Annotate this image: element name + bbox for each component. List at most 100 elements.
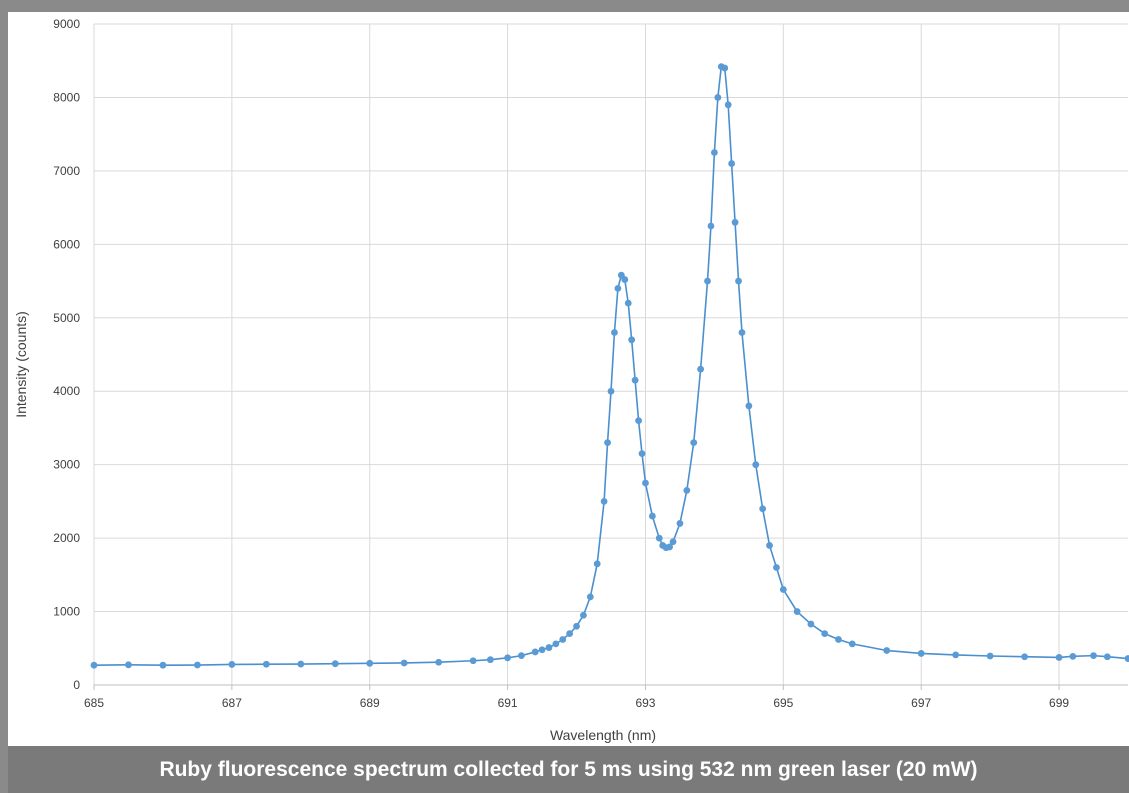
data-point (745, 402, 753, 410)
data-point (759, 505, 767, 513)
x-tick-label: 689 (360, 696, 380, 710)
data-point (600, 497, 608, 505)
y-tick-label: 8000 (53, 90, 80, 104)
y-tick-label: 0 (73, 678, 80, 692)
data-point (721, 64, 729, 72)
x-axis-title: Wavelength (nm) (550, 727, 656, 743)
data-point (735, 277, 742, 285)
data-point (655, 534, 663, 542)
data-point (1103, 653, 1111, 661)
data-point (621, 276, 629, 283)
data-point (690, 439, 698, 447)
data-point (793, 608, 801, 615)
y-axis-title: Intensity (counts) (13, 311, 29, 418)
data-point (986, 652, 994, 660)
data-point (1090, 652, 1097, 660)
data-point (604, 439, 611, 447)
data-point (504, 654, 511, 662)
x-tick-label: 699 (1049, 696, 1069, 710)
data-point (1021, 653, 1028, 661)
data-point (580, 611, 587, 619)
data-point (486, 656, 494, 664)
caption-bar: Ruby fluorescence spectrum collected for… (8, 746, 1129, 793)
data-point (624, 299, 632, 307)
chart-panel: 685 687 689 691 693 695 697 699 0 1000 2000 3000 400… (8, 12, 1129, 746)
data-point (728, 160, 736, 167)
data-point (573, 622, 580, 630)
data-point (683, 486, 691, 494)
y-tick-label: 5000 (53, 311, 80, 325)
data-point (704, 277, 711, 285)
data-point (648, 512, 656, 520)
data-point (738, 329, 746, 336)
data-point (628, 336, 636, 344)
x-tick-label: 693 (635, 696, 655, 710)
data-point (848, 640, 856, 648)
data-point (779, 586, 787, 593)
x-tick-label: 685 (84, 696, 104, 710)
x-tick-label: 687 (222, 696, 242, 710)
data-point (593, 560, 601, 568)
data-point (807, 620, 815, 628)
data-point (821, 630, 829, 637)
data-point (676, 520, 684, 527)
data-point (835, 636, 842, 643)
data-point (90, 661, 98, 669)
data-point (917, 650, 925, 657)
y-tick-label: 1000 (53, 605, 80, 619)
data-point (566, 630, 574, 637)
data-point (666, 543, 673, 551)
data-point (469, 657, 477, 665)
data-point (159, 661, 167, 669)
data-point (517, 652, 525, 660)
series-line (93, 65, 1129, 666)
data-point (635, 417, 642, 424)
data-point (614, 285, 622, 292)
data-point (559, 636, 567, 643)
data-point (752, 461, 760, 469)
data-point (611, 329, 618, 336)
data-point (631, 376, 639, 384)
data-point (297, 660, 305, 668)
data-point (331, 660, 339, 668)
x-tick-label: 697 (911, 696, 931, 710)
data-point (262, 660, 270, 668)
data-point (545, 644, 553, 651)
data-point (552, 640, 560, 648)
data-point (724, 101, 732, 109)
y-tick-label: 2000 (53, 531, 80, 545)
grid-lines (93, 23, 1128, 685)
series-markers (90, 63, 1129, 669)
y-tick-label: 3000 (53, 458, 80, 472)
y-tick-label: 9000 (53, 17, 80, 31)
data-point (531, 648, 539, 656)
data-point (228, 661, 236, 668)
data-point (669, 538, 677, 546)
data-point (538, 646, 546, 654)
axes (93, 684, 1128, 690)
data-point (638, 450, 646, 458)
data-point (1124, 655, 1129, 662)
data-point (707, 222, 715, 230)
data-point (366, 659, 374, 667)
y-tick-label: 4000 (53, 384, 80, 398)
chart-plot: 685 687 689 691 693 695 697 699 0 1000 2000 3000 400… (13, 17, 1129, 743)
x-tick-label: 691 (498, 696, 518, 710)
data-point (773, 564, 780, 571)
data-point (731, 218, 739, 226)
y-tick-label: 7000 (53, 164, 80, 178)
data-point (642, 479, 649, 487)
data-point (586, 593, 594, 601)
data-point (883, 647, 891, 654)
data-point (697, 365, 705, 373)
data-point (711, 149, 718, 156)
data-point (1069, 652, 1077, 660)
data-point (607, 387, 615, 395)
data-point (952, 651, 960, 659)
x-tick-label: 695 (773, 696, 793, 710)
data-point (435, 658, 443, 666)
data-point (766, 542, 773, 549)
figure-caption: Ruby fluorescence spectrum collected for… (159, 757, 978, 781)
data-point (714, 94, 722, 101)
tick-labels: 685 687 689 691 693 695 697 699 0 1000 2000 3000 400… (53, 17, 1069, 710)
